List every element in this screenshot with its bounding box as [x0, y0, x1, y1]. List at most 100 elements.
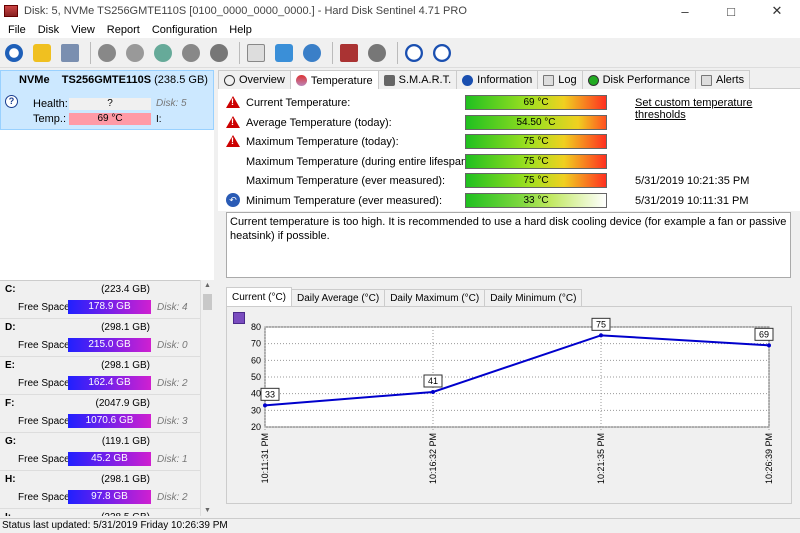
partition-letter: H: — [5, 474, 16, 485]
temp-label: Temp.: — [33, 113, 67, 125]
tab-information[interactable]: Information — [456, 70, 539, 89]
info-icon[interactable] — [430, 41, 454, 65]
menu-configuration[interactable]: Configuration — [151, 24, 218, 36]
minimize-button[interactable]: – — [681, 3, 689, 19]
temperature-bar: 75 °C — [465, 173, 607, 188]
menu-disk[interactable]: Disk — [37, 24, 60, 36]
partition-item[interactable]: E: (298.1 GB) Free Space 162.4 GB Disk: … — [0, 357, 200, 395]
partition-disk: Disk: 2 — [157, 492, 188, 503]
free-space-label: Free Space — [18, 416, 70, 427]
y-tick-label: 50 — [251, 372, 261, 382]
send-report-icon[interactable] — [272, 41, 296, 65]
help-icon[interactable]: ? — [5, 95, 18, 108]
data-label-box — [754, 327, 774, 341]
disk-test-icon[interactable] — [95, 41, 119, 65]
maximize-button[interactable]: □ — [727, 3, 735, 19]
speaker-icon[interactable] — [365, 41, 389, 65]
partition-size: (298.1 GB) — [101, 360, 150, 371]
tab-log[interactable]: Log — [537, 70, 583, 89]
graph-tab-current[interactable]: Current (°C) — [226, 287, 293, 306]
disk-card[interactable]: NVMe TS256GMTE110S (238.5 GB) ? Health: … — [0, 70, 214, 130]
app-icon — [4, 5, 18, 17]
monitor-icon[interactable] — [58, 41, 82, 65]
custom-thresholds-link[interactable]: Set custom temperature thresholds — [635, 97, 753, 121]
tab-label: Information — [477, 74, 533, 86]
free-space-bar: 162.4 GB — [68, 376, 151, 390]
report-icon[interactable] — [244, 41, 268, 65]
menu-file[interactable]: File — [8, 24, 26, 36]
tab-temperature[interactable]: Temperature — [289, 70, 379, 90]
partition-disk: Disk: 4 — [157, 302, 188, 313]
free-space-label: Free Space — [18, 340, 70, 351]
scrollbar-thumb[interactable] — [203, 294, 212, 310]
disk-erase-icon[interactable] — [207, 41, 231, 65]
refresh-icon[interactable] — [2, 41, 26, 65]
alerts-icon — [700, 74, 712, 86]
x-tick-label: 10:11:31 PM — [260, 433, 270, 483]
partition-letter: I: — [5, 512, 11, 516]
tab-disk-performance[interactable]: Disk Performance — [581, 70, 696, 89]
back-icon[interactable]: ↶ — [226, 193, 240, 207]
tab-label: Log — [558, 74, 577, 86]
menu-report[interactable]: Report — [106, 24, 140, 36]
warning-icon — [226, 96, 240, 108]
warning-icon — [226, 135, 240, 147]
temperature-bar: 33 °C — [465, 192, 607, 208]
temperature-timestamp: 5/31/2019 10:11:31 PM — [635, 194, 749, 207]
data-label-box — [260, 387, 280, 401]
partition-letter: D: — [5, 322, 16, 333]
alert-icon[interactable] — [30, 41, 54, 65]
disk-repair-icon[interactable] — [179, 41, 203, 65]
disk-settings-icon[interactable] — [123, 41, 147, 65]
data-point — [767, 343, 771, 348]
partition-item[interactable]: D: (298.1 GB) Free Space 215.0 GB Disk: … — [0, 319, 200, 357]
graph-tab-daily-average[interactable]: Daily Average (°C) — [291, 289, 386, 306]
save-icon[interactable] — [233, 312, 245, 324]
graph-tabs: Current (°C) Daily Average (°C) Daily Ma… — [226, 287, 583, 308]
disk-size: (238.5 GB) — [154, 74, 208, 86]
graph-tab-daily-minimum[interactable]: Daily Minimum (°C) — [484, 289, 583, 306]
tab-label: Disk Performance — [602, 74, 690, 86]
data-point — [431, 390, 435, 394]
overview-icon — [224, 74, 235, 86]
tab-alerts[interactable]: Alerts — [694, 70, 751, 89]
data-label: 41 — [428, 376, 438, 386]
tab-smart[interactable]: S.M.A.R.T. — [377, 70, 458, 89]
network-icon[interactable] — [300, 41, 324, 65]
menu-help[interactable]: Help — [229, 24, 252, 36]
temperature-label: Maximum Temperature (during entire lifes… — [246, 155, 474, 168]
partition-item[interactable]: F: (2047.9 GB) Free Space 1070.6 GB Disk… — [0, 395, 200, 433]
partition-scrollbar[interactable]: ▲ ▼ — [200, 280, 214, 516]
help-icon[interactable] — [402, 41, 426, 65]
partition-size: (2047.9 GB) — [95, 398, 150, 409]
partition-item[interactable]: C: (223.4 GB) Free Space 178.9 GB Disk: … — [0, 281, 200, 319]
window-title: Disk: 5, NVMe TS256GMTE110S [0100_0000_0… — [24, 5, 467, 17]
temperature-row: Minimum Temperature (ever measured): 33 … — [218, 191, 800, 210]
free-space-bar: 178.9 GB — [68, 300, 151, 314]
temperature-bar: 75 °C — [465, 153, 607, 169]
tab-overview[interactable]: Overview — [218, 70, 291, 89]
warning-icon — [226, 115, 240, 128]
data-label: 69 — [759, 329, 769, 339]
toolbar — [0, 38, 800, 68]
partition-letter: C: — [5, 284, 16, 295]
partition-item[interactable]: I: (238.5 GB) — [0, 509, 200, 516]
right-panel: Overview Temperature S.M.A.R.T. Informat… — [218, 70, 800, 518]
firewall-icon[interactable] — [337, 41, 361, 65]
temperature-label: Maximum Temperature (today): — [246, 136, 399, 148]
close-button[interactable]: ✕ — [771, 3, 783, 18]
graph-tab-daily-maximum[interactable]: Daily Maximum (°C) — [384, 289, 486, 306]
title-bar: Disk: 5, NVMe TS256GMTE110S [0100_0000_0… — [0, 0, 800, 22]
partition-item[interactable]: H: (298.1 GB) Free Space 97.8 GB Disk: 2 — [0, 471, 200, 509]
y-tick-label: 40 — [251, 389, 261, 399]
partition-item[interactable]: G: (119.1 GB) Free Space 45.2 GB Disk: 1 — [0, 433, 200, 471]
menu-view[interactable]: View — [71, 24, 95, 36]
partition-size: (298.1 GB) — [101, 322, 150, 333]
disk-number: Disk: 5 — [156, 98, 187, 109]
data-label: 33 — [265, 389, 275, 399]
y-tick-label: 80 — [251, 322, 261, 332]
partition-disk: Disk: 2 — [157, 378, 188, 389]
tab-label: Overview — [239, 74, 285, 86]
y-tick-label: 30 — [251, 405, 261, 415]
disk-check-icon[interactable] — [151, 41, 175, 65]
